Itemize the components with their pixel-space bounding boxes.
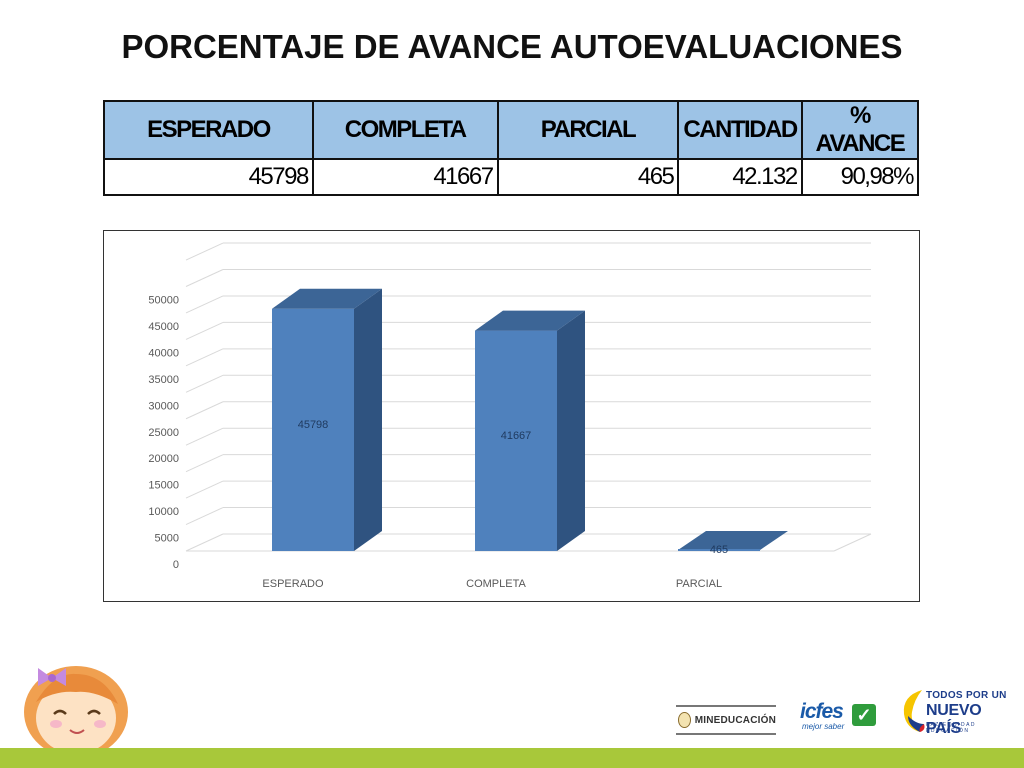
gridline-depth [185,374,224,393]
cell-esperado: 45798 [103,158,314,196]
check-icon: ✓ [852,704,876,726]
gridline-depth [185,454,224,473]
table-header-row: ESPERADO COMPLETA PARCIAL CANTIDAD % AVA… [103,100,920,160]
bar-side-completa [557,310,585,551]
gridline-depth [185,242,224,261]
mineducacion-logo: MINEDUCACIÓN [676,705,776,735]
todos-por-un-nuevo-pais-logo: TODOS POR UN NUEVO PAÍS PAZ EQUIDAD EDUC… [896,686,1016,737]
gridline-depth [185,533,224,552]
header-cantidad: CANTIDAD [677,100,803,160]
table-row: 45798 41667 465 42.132 90,98% [103,158,920,196]
floor-right-edge [833,533,872,552]
y-tick-label: 5000 [155,533,179,545]
y-tick-label: 20000 [148,453,179,465]
gridline-depth [185,321,224,340]
gridline-depth [185,507,224,526]
icfes-logo: icfes mejor saber ✓ [800,700,880,736]
y-tick-label: 40000 [148,347,179,359]
girl-mascot-illustration [24,666,128,752]
y-tick-label: 45000 [148,321,179,333]
header-parcial: PARCIAL [496,100,680,160]
y-tick-label: 15000 [148,480,179,492]
header-completa: COMPLETA [311,100,499,160]
y-tick-label: 35000 [148,374,179,386]
bar-front-esperado [272,308,354,551]
x-tick-label: COMPLETA [466,578,526,590]
y-tick-label: 25000 [148,427,179,439]
x-tick-label: ESPERADO [262,578,324,590]
bar-side-esperado [354,288,382,551]
y-tick-label: 0 [173,559,179,571]
gridline-depth [185,427,224,446]
data-label: 45798 [298,419,329,431]
gridline-depth [185,348,224,367]
data-label: 41667 [501,430,532,442]
cell-completa: 41667 [311,158,499,196]
x-tick-label: PARCIAL [676,578,722,590]
cell-cantidad: 42.132 [677,158,803,196]
bar-chart-canvas: 0 5000 10000 15000 20000 25000 30000 35000 40000… [148,242,872,590]
header-avance: % AVANCE [800,100,920,160]
gridline-depth [185,480,224,499]
bar-front-completa [475,330,557,551]
y-tick-label: 50000 [148,295,179,307]
bar-top-parcial [678,531,788,550]
gridline-depth [185,295,224,314]
gridline-depth [185,269,224,287]
footer-band [0,748,1024,768]
cell-avance: 90,98% [800,158,920,196]
bar-top-completa [475,310,585,331]
header-esperado: ESPERADO [103,100,314,160]
page-title: PORCENTAJE DE AVANCE AUTOEVALUACIONES [121,28,903,65]
colombia-seal-icon [678,712,691,728]
y-tick-label: 30000 [148,400,179,412]
gridline-depth [185,401,224,420]
bar-chart: 0 5000 10000 15000 20000 25000 30000 35000 40000… [103,230,920,602]
data-label: 465 [710,544,728,556]
bar-top-esperado [272,288,382,309]
bar-front-parcial [678,549,760,551]
cell-parcial: 465 [496,158,680,196]
summary-table: ESPERADO COMPLETA PARCIAL CANTIDAD % AVA… [103,100,920,196]
y-tick-label: 10000 [148,506,179,518]
colombia-flag-swirl-icon [903,690,925,732]
